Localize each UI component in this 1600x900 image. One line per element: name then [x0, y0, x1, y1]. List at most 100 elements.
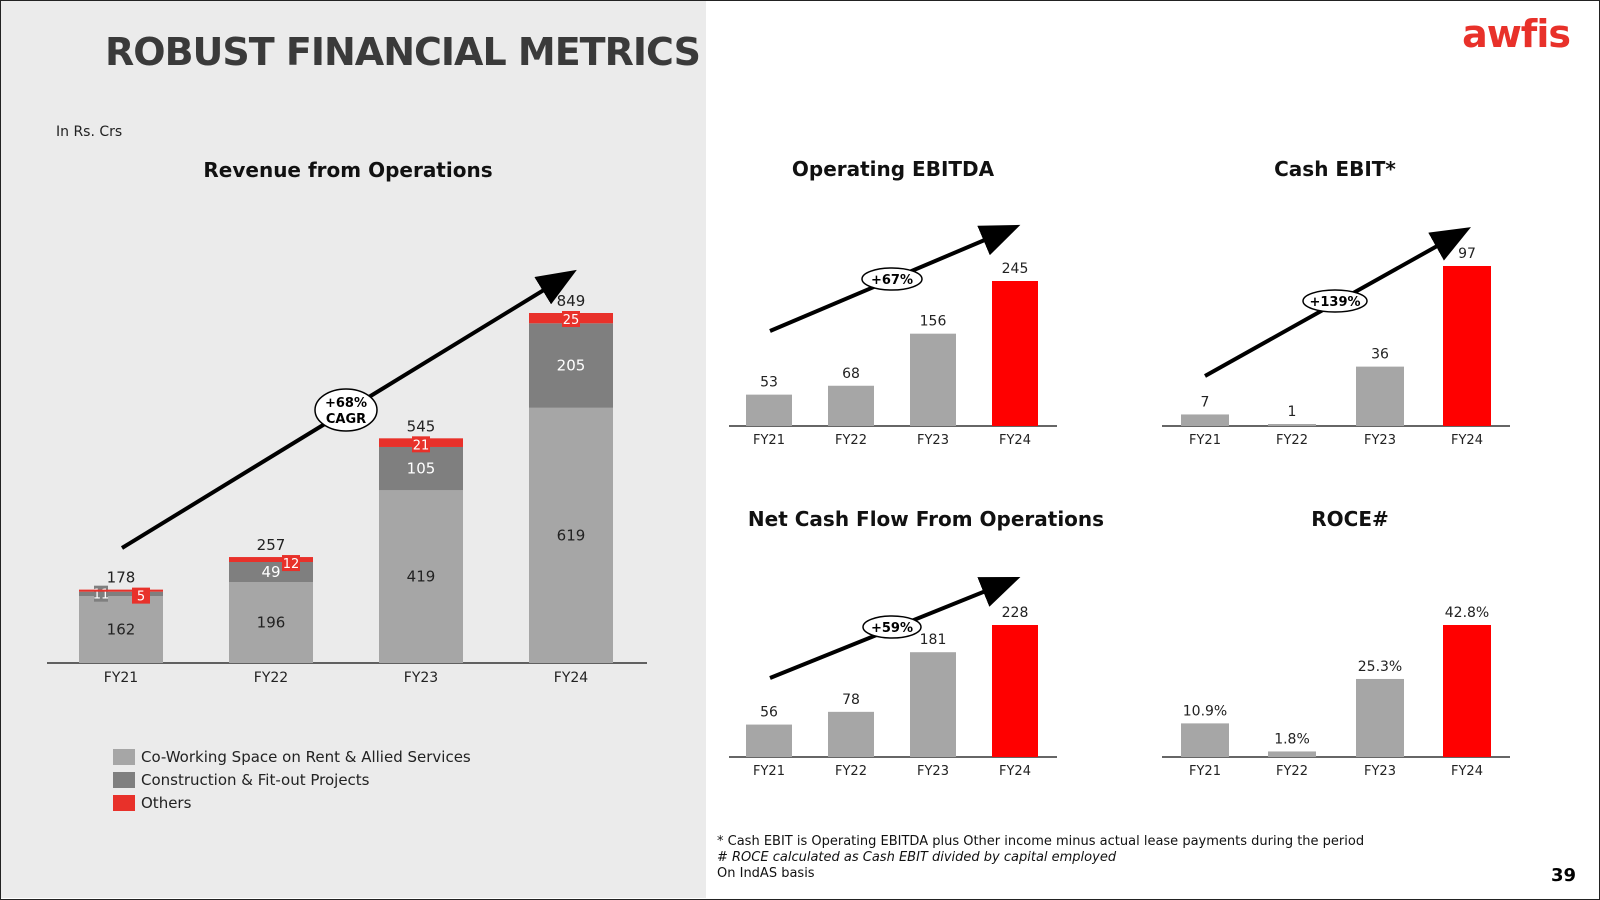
revenue-x-tick: FY24	[554, 670, 589, 686]
cashebit-bar	[1356, 366, 1404, 426]
ebitda-bar	[746, 394, 792, 426]
revenue-x-tick: FY21	[104, 670, 138, 686]
ebitda-growth-badge	[861, 267, 923, 291]
revenue-segment-label: 196	[257, 614, 286, 632]
revenue-bar-segment	[529, 407, 613, 663]
ncf-bar	[746, 724, 792, 757]
unit-note: In Rs. Crs	[56, 124, 123, 140]
roce-chart-title: ROCE#	[1311, 507, 1389, 531]
roce-bar	[1181, 723, 1229, 757]
cashebit-growth-badge	[1302, 289, 1368, 313]
legend-label: Others	[141, 793, 192, 812]
cashebit-bar	[1268, 424, 1316, 426]
revenue-bar-segment	[229, 557, 313, 562]
revenue-segment-label: 12	[283, 557, 300, 572]
roce-value-label: 1.8%	[1274, 731, 1310, 747]
revenue-segment-label: 21	[413, 438, 430, 453]
cashebit-value-label: 36	[1371, 347, 1389, 363]
ncf-bar	[992, 625, 1038, 757]
page-number: 39	[1550, 865, 1576, 886]
ncf-bar	[828, 711, 874, 757]
ebitda-bar	[992, 281, 1038, 426]
ebitda-value-label: 245	[1002, 261, 1029, 277]
footnote-cash-ebit: * Cash EBIT is Operating EBITDA plus Oth…	[717, 834, 1365, 849]
ebitda-x-tick: FY21	[753, 433, 785, 448]
ebitda-x-tick: FY23	[917, 433, 949, 448]
ncf-value-label: 181	[920, 632, 947, 648]
ebitda-x-tick: FY24	[999, 433, 1031, 448]
revenue-segment-label: 105	[407, 460, 436, 478]
revenue-chart-title: Revenue from Operations	[203, 158, 493, 182]
roce-bar	[1268, 751, 1316, 757]
legend-swatch	[113, 794, 135, 811]
roce-x-tick: FY21	[1189, 764, 1221, 779]
revenue-total-label: 257	[257, 536, 286, 554]
revenue-segment-label: 49	[261, 563, 280, 581]
revenue-segment-label: 619	[557, 526, 586, 544]
roce-value-label: 42.8%	[1445, 605, 1489, 621]
roce-x-tick: FY22	[1276, 764, 1308, 779]
ncf-x-tick: FY22	[835, 764, 867, 779]
ebitda-value-label: 68	[842, 366, 860, 382]
footnote-roce: # ROCE calculated as Cash EBIT divided b…	[717, 850, 1117, 865]
revenue-total-label: 545	[407, 417, 436, 435]
legend-swatch	[113, 748, 135, 765]
ncf-value-label: 228	[1002, 605, 1029, 621]
ebitda-chart-title: Operating EBITDA	[791, 157, 995, 181]
revenue-legend: Co-Working Space on Rent & Allied Servic…	[113, 745, 471, 814]
revenue-growth-badge	[314, 388, 378, 432]
footnote-basis: On IndAS basis	[717, 866, 815, 881]
revenue-total-label: 178	[107, 569, 136, 587]
roce-value-label: 10.9%	[1183, 703, 1227, 719]
roce-bar	[1443, 625, 1491, 757]
revenue-bar-segment	[379, 446, 463, 491]
legend-item-others: Others	[113, 791, 471, 814]
ncf-x-tick: FY24	[999, 764, 1031, 779]
cashebit-value-label: 1	[1288, 404, 1297, 420]
legend-label: Construction & Fit-out Projects	[141, 770, 370, 789]
ebitda-bar	[910, 333, 956, 426]
ebitda-growth-label: +67%	[871, 273, 913, 288]
ncf-x-tick: FY23	[917, 764, 949, 779]
ebitda-x-tick: FY22	[835, 433, 867, 448]
revenue-label-box	[132, 587, 150, 604]
revenue-bar-segment	[79, 596, 163, 663]
cashebit-bar	[1181, 414, 1229, 426]
cashebit-growth-label: +139%	[1309, 295, 1360, 310]
revenue-segment-label: 419	[407, 568, 436, 586]
revenue-segment-label: 205	[557, 357, 586, 375]
ncf-bar	[910, 652, 956, 757]
legend-label: Co-Working Space on Rent & Allied Servic…	[141, 747, 471, 766]
revenue-label-box	[282, 555, 300, 572]
cash-ebit-chart-title: Cash EBIT*	[1274, 157, 1396, 181]
revenue-x-tick: FY23	[404, 670, 438, 686]
cashebit-bar	[1443, 266, 1491, 426]
page-title: ROBUST FINANCIAL METRICS	[105, 30, 701, 74]
cashebit-value-label: 7	[1201, 394, 1210, 410]
ncf-growth-badge	[862, 615, 922, 639]
roce-value-label: 25.3%	[1358, 659, 1402, 675]
revenue-bar-segment	[379, 490, 463, 663]
awfis-logo: awfis	[1462, 12, 1571, 56]
cashebit-value-label: 97	[1458, 246, 1476, 262]
ncf-growth-label: +59%	[871, 621, 913, 636]
revenue-total-label: 849	[557, 292, 586, 310]
footnotes: * Cash EBIT is Operating EBITDA plus Oth…	[717, 834, 1364, 882]
revenue-bar-segment	[79, 589, 163, 592]
roce-x-tick: FY24	[1451, 764, 1483, 779]
ncf-chart-title: Net Cash Flow From Operations	[747, 507, 1105, 531]
cashebit-x-tick: FY23	[1364, 433, 1396, 448]
ncf-value-label: 78	[842, 692, 860, 708]
revenue-bar-segment	[79, 591, 163, 597]
roce-x-tick: FY23	[1364, 764, 1396, 779]
revenue-segment-label: 25	[563, 313, 580, 328]
cashebit-x-tick: FY22	[1276, 433, 1308, 448]
cashebit-x-tick: FY24	[1451, 433, 1483, 448]
legend-item-construction: Construction & Fit-out Projects	[113, 768, 471, 791]
ebitda-value-label: 53	[760, 375, 778, 391]
revenue-x-tick: FY22	[254, 670, 288, 686]
ebitda-value-label: 156	[920, 314, 947, 330]
legend-item-co-working: Co-Working Space on Rent & Allied Servic…	[113, 745, 471, 768]
revenue-label-box	[562, 311, 580, 327]
